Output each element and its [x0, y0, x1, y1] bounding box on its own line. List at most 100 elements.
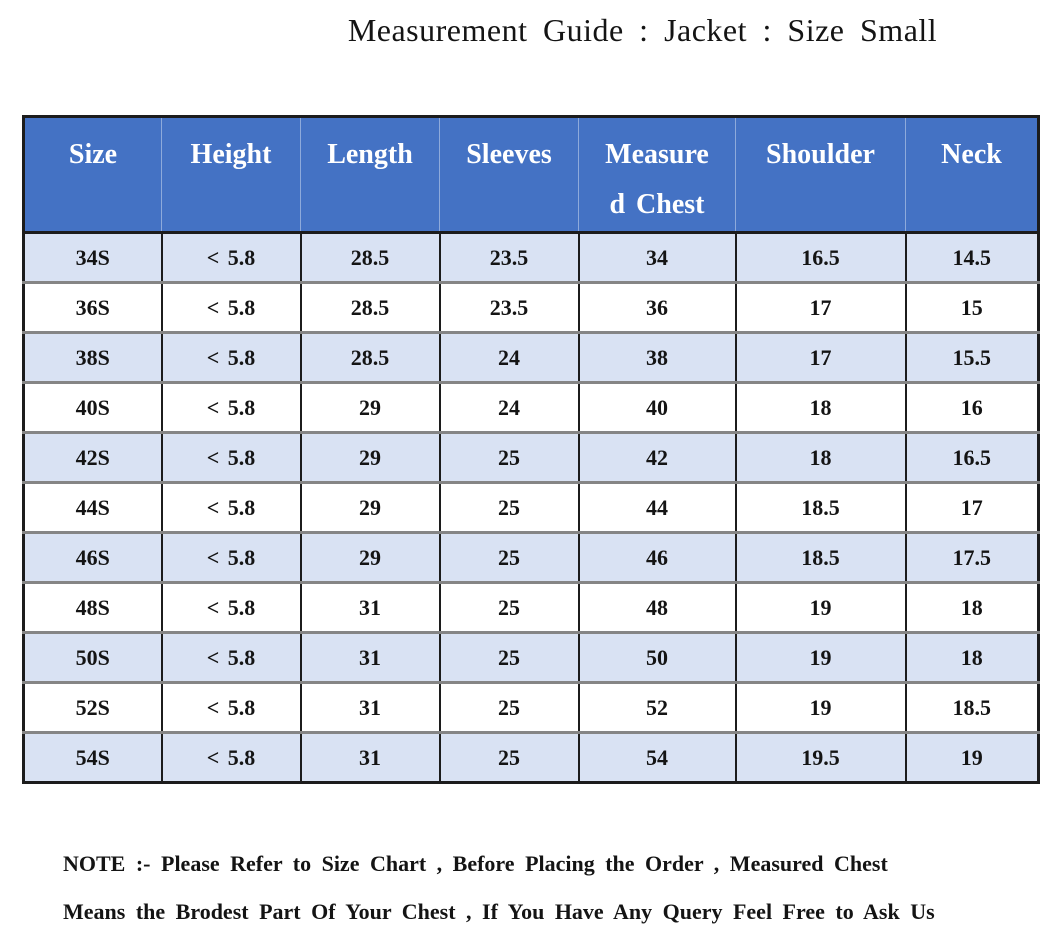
column-header-label: Sleeves: [466, 139, 552, 170]
table-row-50s: 50S < 5.8 31 25 50 19 18: [23, 631, 1039, 683]
cell-sleeves: 23.5: [438, 231, 579, 283]
cell-height: < 5.8: [160, 231, 301, 283]
cell-shoulder: 16.5: [734, 231, 906, 283]
cell-measured-chest: 52: [577, 681, 736, 733]
cell-length: 31: [299, 681, 440, 733]
cell-length: 31: [299, 581, 440, 633]
note-line-2: Means the Brodest Part Of Your Chest , I…: [63, 899, 935, 924]
cell-length: 29: [299, 381, 440, 433]
cell-measured-chest: 40: [577, 381, 736, 433]
column-header-sleeves: Sleeves: [439, 116, 579, 234]
table-row-44s: 44S < 5.8 29 25 44 18.5 17: [23, 481, 1039, 533]
cell-shoulder: 19: [734, 581, 906, 633]
cell-length: 29: [299, 481, 440, 533]
table-row-52s: 52S < 5.8 31 25 52 19 18.5: [23, 681, 1039, 733]
column-header-label: Neck: [941, 139, 1002, 170]
cell-sleeves: 25: [438, 431, 579, 483]
cell-size: 46S: [23, 531, 162, 583]
cell-neck: 16: [904, 381, 1039, 433]
cell-sleeves: 25: [438, 631, 579, 683]
cell-size: 50S: [23, 631, 162, 683]
cell-shoulder: 18: [734, 431, 906, 483]
cell-height: < 5.8: [160, 681, 301, 733]
cell-sleeves: 25: [438, 531, 579, 583]
cell-size: 48S: [23, 581, 162, 633]
cell-shoulder: 18: [734, 381, 906, 433]
cell-measured-chest: 34: [577, 231, 736, 283]
cell-neck: 17: [904, 481, 1039, 533]
table-row-54s: 54S < 5.8 31 25 54 19.5 19: [23, 731, 1039, 783]
cell-measured-chest: 42: [577, 431, 736, 483]
cell-shoulder: 17: [734, 281, 906, 333]
cell-measured-chest: 54: [577, 731, 736, 783]
column-header-label: Height: [190, 139, 272, 170]
cell-neck: 15: [904, 281, 1039, 333]
cell-measured-chest: 50: [577, 631, 736, 683]
cell-sleeves: 25: [438, 681, 579, 733]
cell-height: < 5.8: [160, 331, 301, 383]
cell-size: 54S: [23, 731, 162, 783]
cell-neck: 17.5: [904, 531, 1039, 583]
cell-shoulder: 19.5: [734, 731, 906, 783]
cell-shoulder: 19: [734, 631, 906, 683]
column-header-label: Length: [327, 139, 413, 170]
table-row-48s: 48S < 5.8 31 25 48 19 18: [23, 581, 1039, 633]
column-header-label: Size: [68, 139, 118, 170]
cell-neck: 19: [904, 731, 1039, 783]
header-row: Size Height Length Sleeves Measure d Che…: [23, 116, 1039, 234]
cell-neck: 18: [904, 581, 1039, 633]
cell-size: 36S: [23, 281, 162, 333]
cell-length: 28.5: [299, 331, 440, 383]
cell-shoulder: 17: [734, 331, 906, 383]
table-row-36s: 36S < 5.8 28.5 23.5 36 17 15: [23, 281, 1039, 333]
table-row-34s: 34S < 5.8 28.5 23.5 34 16.5 14.5: [23, 231, 1039, 283]
cell-height: < 5.8: [160, 631, 301, 683]
cell-length: 29: [299, 531, 440, 583]
table-header: Size Height Length Sleeves Measure d Che…: [23, 116, 1039, 234]
cell-height: < 5.8: [160, 731, 301, 783]
column-header-shoulder: Shoulder: [735, 116, 906, 234]
cell-height: < 5.8: [160, 381, 301, 433]
table-body: 34S < 5.8 28.5 23.5 34 16.5 14.5 36S < 5…: [23, 231, 1039, 783]
cell-neck: 18.5: [904, 681, 1039, 733]
table-row-38s: 38S < 5.8 28.5 24 38 17 15.5: [23, 331, 1039, 383]
cell-length: 28.5: [299, 281, 440, 333]
cell-sleeves: 25: [438, 481, 579, 533]
cell-size: 44S: [23, 481, 162, 533]
column-header-size: Size: [23, 116, 162, 234]
cell-neck: 16.5: [904, 431, 1039, 483]
table-row-42s: 42S < 5.8 29 25 42 18 16.5: [23, 431, 1039, 483]
cell-measured-chest: 44: [577, 481, 736, 533]
cell-height: < 5.8: [160, 281, 301, 333]
note-line-1: NOTE :- Please Refer to Size Chart , Bef…: [63, 851, 888, 876]
column-header-height: Height: [161, 116, 301, 234]
cell-size: 40S: [23, 381, 162, 433]
cell-neck: 15.5: [904, 331, 1039, 383]
cell-size: 34S: [23, 231, 162, 283]
column-header-label: Measure: [605, 139, 709, 170]
column-header-measured-chest: Measure d Chest: [578, 116, 736, 234]
size-chart-table: Size Height Length Sleeves Measure d Che…: [22, 115, 1040, 784]
cell-shoulder: 18.5: [734, 531, 906, 583]
column-header-length: Length: [300, 116, 440, 234]
cell-length: 29: [299, 431, 440, 483]
cell-neck: 14.5: [904, 231, 1039, 283]
cell-height: < 5.8: [160, 481, 301, 533]
page-title: Measurement Guide : Jacket : Size Small: [347, 12, 938, 48]
table-row-46s: 46S < 5.8 29 25 46 18.5 17.5: [23, 531, 1039, 583]
table-row-40s: 40S < 5.8 29 24 40 18 16: [23, 381, 1039, 433]
cell-sleeves: 25: [438, 581, 579, 633]
cell-length: 28.5: [299, 231, 440, 283]
cell-sleeves: 24: [438, 381, 579, 433]
cell-measured-chest: 36: [577, 281, 736, 333]
cell-shoulder: 19: [734, 681, 906, 733]
column-header-label: d Chest: [609, 189, 705, 220]
cell-size: 38S: [23, 331, 162, 383]
cell-length: 31: [299, 631, 440, 683]
cell-height: < 5.8: [160, 531, 301, 583]
cell-measured-chest: 48: [577, 581, 736, 633]
cell-sleeves: 24: [438, 331, 579, 383]
note-text: NOTE :- Please Refer to Size Chart , Bef…: [63, 840, 998, 936]
column-header-label: Shoulder: [766, 139, 875, 170]
cell-measured-chest: 38: [577, 331, 736, 383]
